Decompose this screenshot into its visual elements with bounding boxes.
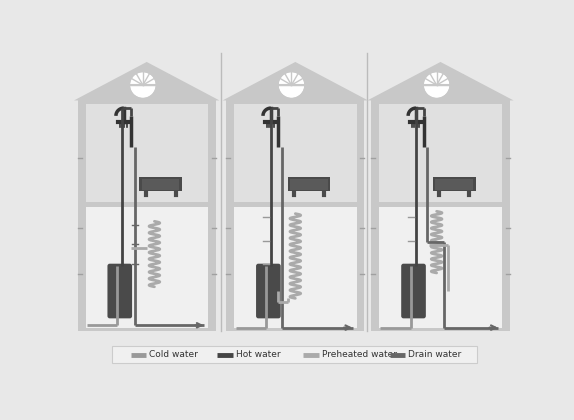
Circle shape <box>423 71 451 99</box>
Bar <box>162 74 170 97</box>
Bar <box>379 207 502 328</box>
Bar <box>78 100 216 331</box>
Bar <box>436 179 473 190</box>
Bar <box>234 104 356 202</box>
Bar <box>288 177 331 191</box>
Bar <box>234 202 356 207</box>
Text: Preheated water: Preheated water <box>322 350 397 359</box>
Polygon shape <box>367 62 514 100</box>
Bar <box>379 104 502 202</box>
Bar <box>86 104 208 202</box>
Circle shape <box>278 71 305 99</box>
Bar <box>86 207 208 328</box>
Bar <box>456 74 464 97</box>
Circle shape <box>129 71 157 99</box>
Bar <box>433 177 475 191</box>
Bar <box>226 100 364 331</box>
Bar <box>234 207 356 328</box>
Bar <box>379 202 502 207</box>
Bar <box>112 346 476 363</box>
FancyBboxPatch shape <box>256 264 281 318</box>
FancyBboxPatch shape <box>401 264 426 318</box>
Bar <box>290 179 328 190</box>
Bar <box>142 179 180 190</box>
Polygon shape <box>223 62 368 100</box>
Bar <box>139 177 182 191</box>
Bar <box>86 202 208 207</box>
Bar <box>311 74 319 97</box>
Text: Cold water: Cold water <box>149 350 198 359</box>
Text: Hot water: Hot water <box>236 350 280 359</box>
Text: Drain water: Drain water <box>408 350 461 359</box>
Bar <box>371 100 510 331</box>
FancyBboxPatch shape <box>107 264 132 318</box>
Polygon shape <box>74 62 219 100</box>
